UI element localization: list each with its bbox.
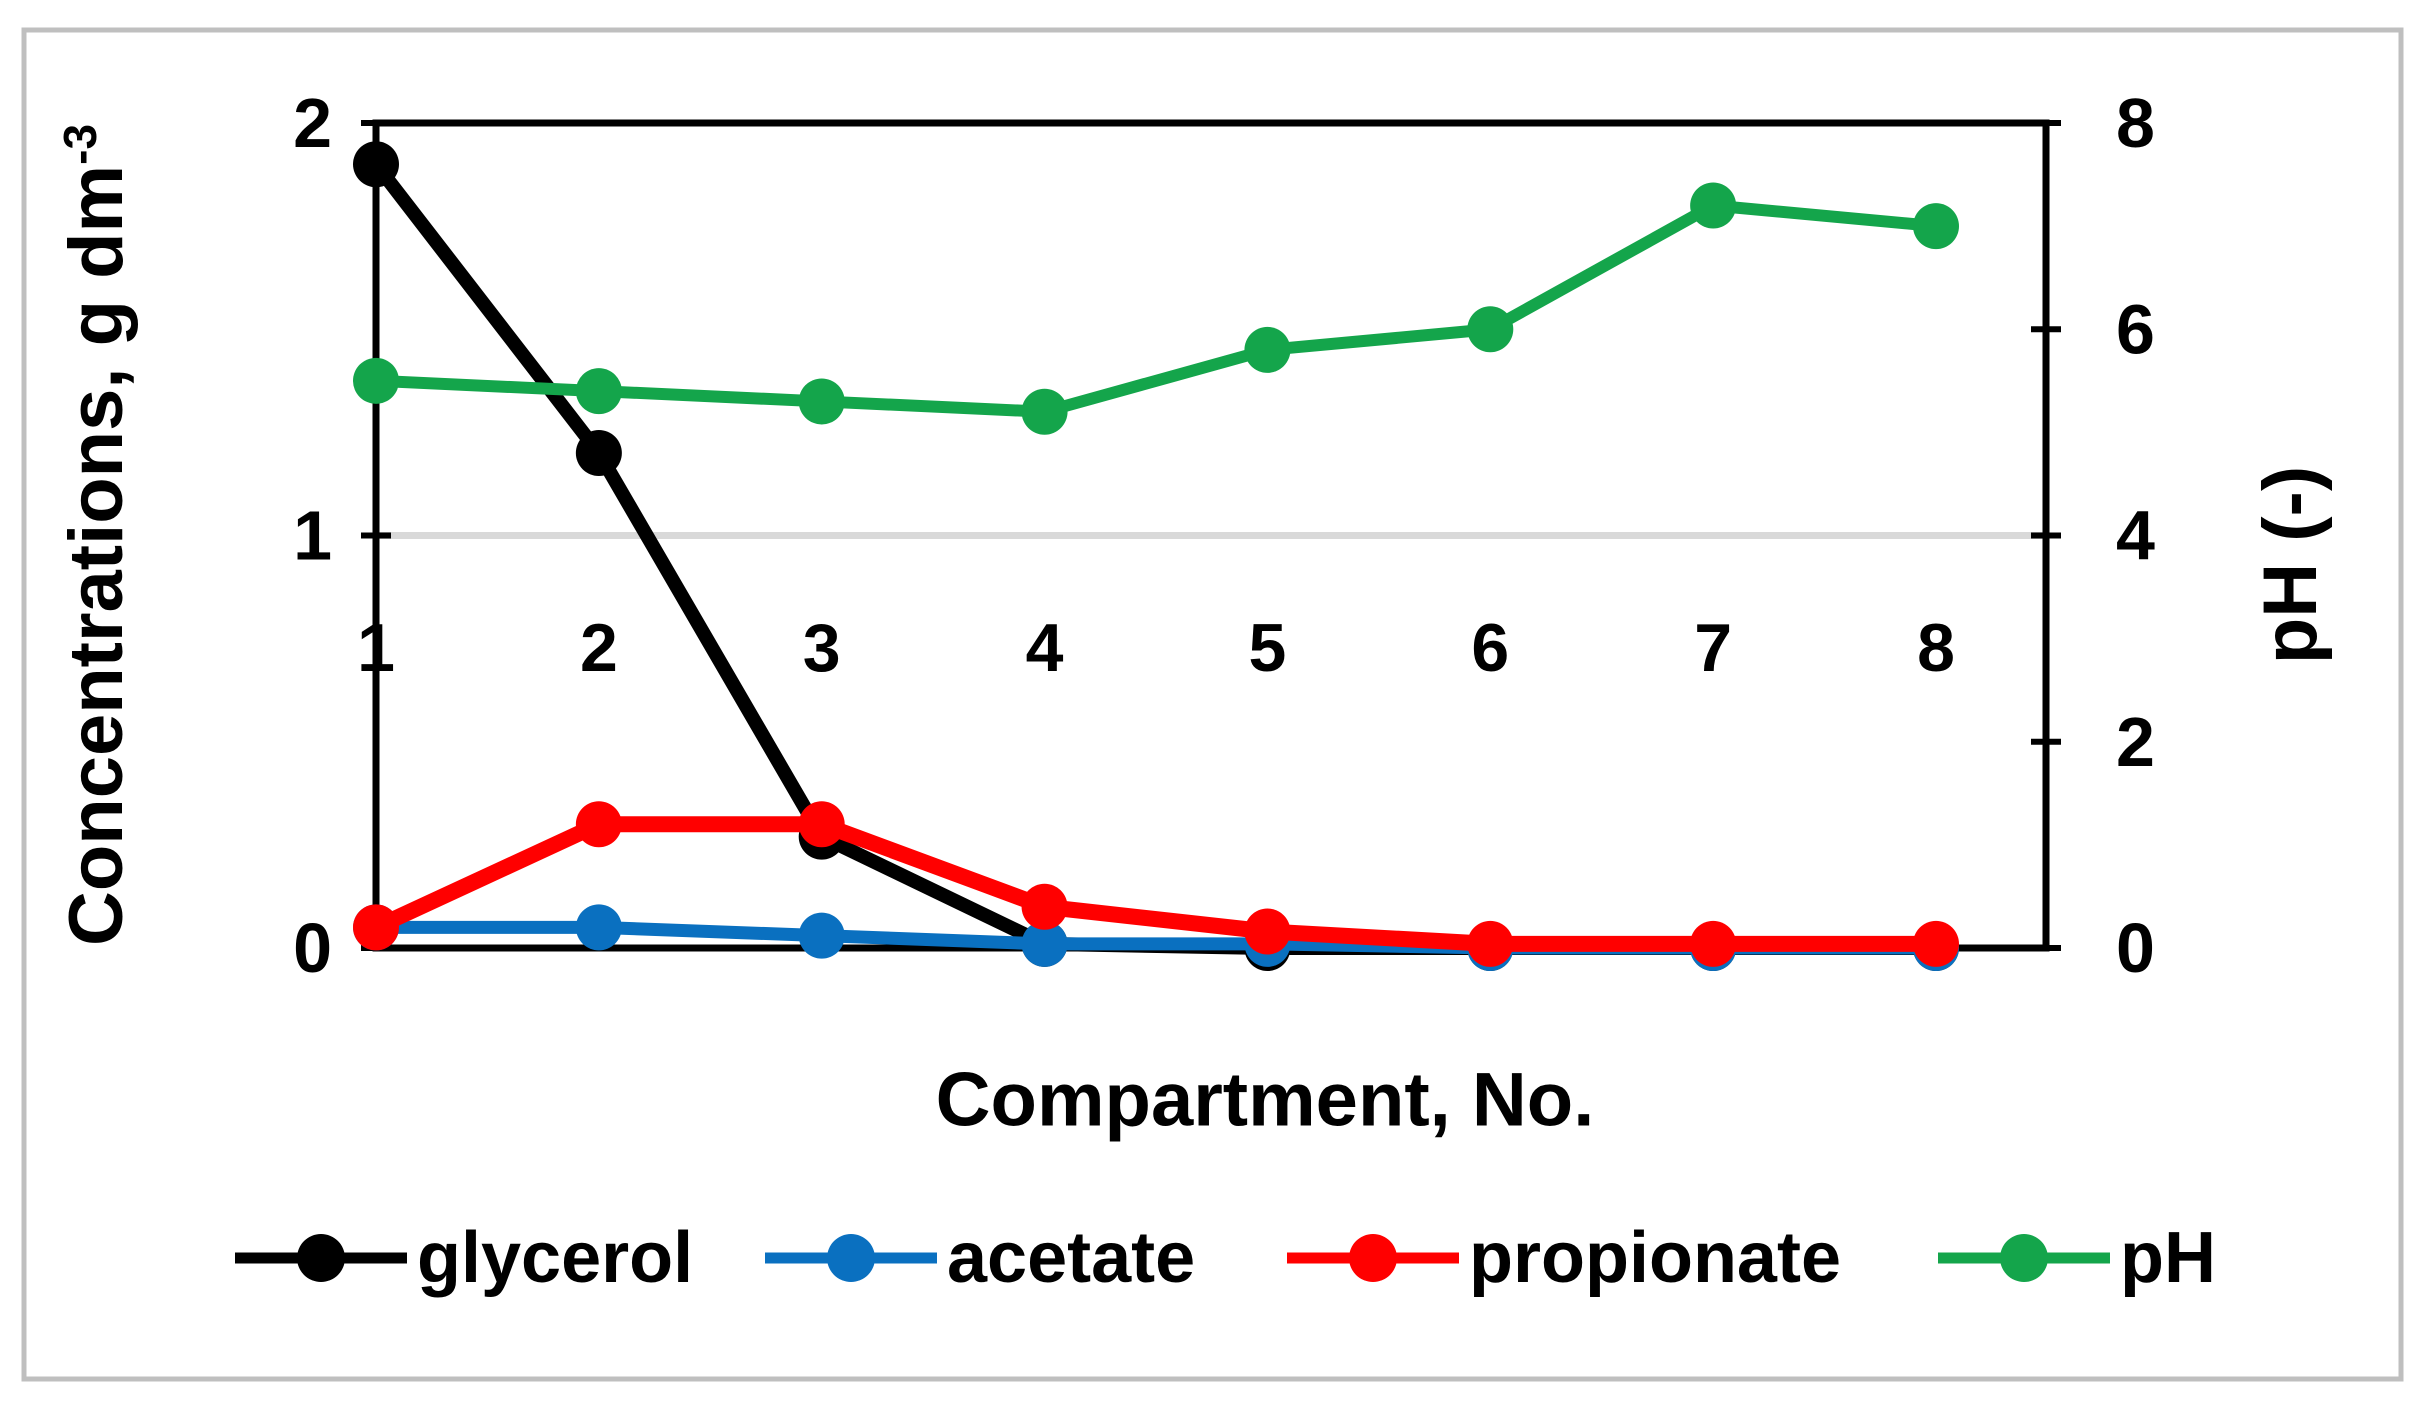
legend-marker-pH	[2000, 1234, 2048, 1282]
series-marker-acetate	[575, 904, 622, 951]
right-axis-title: pH (-)	[2248, 466, 2333, 664]
series-marker-propionate	[1244, 908, 1291, 955]
left-axis-title: Concentrations, g dm-3	[54, 124, 139, 946]
series-marker-pH	[1467, 306, 1514, 353]
x-axis-tick-label: 5	[1249, 610, 1287, 686]
x-axis-tick-label: 7	[1694, 610, 1732, 686]
right-axis-tick-label: 6	[2116, 290, 2155, 368]
series-marker-pH	[353, 357, 399, 404]
series-marker-pH	[1913, 203, 1959, 250]
series-marker-glycerol	[575, 430, 622, 476]
legend-label-glycerol: glycerol	[417, 1218, 693, 1298]
right-axis-tick-label: 8	[2116, 84, 2155, 162]
series-marker-pH	[575, 368, 622, 415]
series-line-propionate	[368, 816, 1944, 952]
series-marker-propionate	[353, 904, 399, 951]
right-axis-tick-label: 2	[2116, 703, 2155, 781]
series-marker-propionate	[1690, 920, 1737, 967]
left-axis-tick-label: 1	[293, 497, 332, 575]
right-axis-tick-label: 0	[2116, 909, 2155, 987]
legend-marker-acetate	[827, 1234, 875, 1282]
right-axis-tick-label: 4	[2116, 497, 2155, 575]
legend-marker-glycerol	[297, 1234, 345, 1282]
x-axis-tick-label: 4	[1026, 610, 1064, 686]
legend-label-propionate: propionate	[1469, 1218, 1841, 1298]
x-axis-tick-label: 2	[580, 610, 618, 686]
series-marker-glycerol	[353, 141, 399, 188]
left-axis-tick-label: 2	[293, 84, 332, 162]
series-marker-propionate	[798, 801, 845, 848]
series-marker-acetate	[798, 912, 845, 959]
series-marker-acetate	[1021, 920, 1068, 967]
legend-label-pH: pH	[2120, 1218, 2216, 1298]
series-marker-pH	[1244, 326, 1291, 373]
series-marker-propionate	[1021, 883, 1068, 930]
figure-border	[21, 27, 2404, 1382]
x-axis-tick-label: 3	[803, 610, 841, 686]
x-axis-tick-label: 8	[1917, 610, 1955, 686]
legend-marker-propionate	[1349, 1234, 1397, 1282]
series-marker-propionate	[1467, 920, 1514, 967]
x-axis-tick-label: 1	[357, 610, 395, 686]
series-marker-propionate	[1913, 920, 1959, 967]
left-axis-tick-label: 0	[293, 909, 332, 987]
x-axis-title: Compartment, No.	[936, 1058, 1595, 1143]
series-marker-propionate	[575, 801, 622, 848]
series-line-pH	[370, 199, 1942, 418]
series-marker-pH	[1690, 182, 1737, 229]
series-marker-pH	[1021, 388, 1068, 435]
series-marker-pH	[798, 378, 845, 425]
legend-label-acetate: acetate	[947, 1218, 1195, 1298]
x-axis-tick-label: 6	[1471, 610, 1509, 686]
